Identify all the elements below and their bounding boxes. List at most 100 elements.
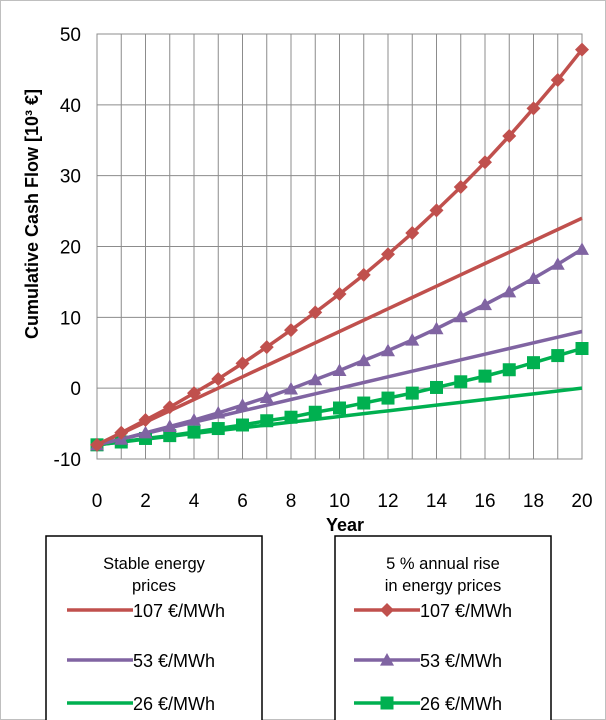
square-marker [381,391,395,405]
triangle-marker [405,333,420,346]
y-axis-title: Cumulative Cash Flow [10³ €] [22,89,42,339]
triangle-marker [284,381,298,395]
triangle-marker [453,309,468,323]
square-marker [211,422,225,436]
diamond-marker [429,203,444,218]
y-tick-label: 40 [60,96,81,117]
legend-group-title: in energy prices [385,577,501,595]
diamond-marker [453,180,468,194]
triangle-marker [187,413,201,426]
legend-frame [334,535,552,720]
diamond-marker [162,400,177,415]
square-marker [527,356,540,370]
legend-box-rising: 5 % annual rise in energy prices 107 €/MWh… [334,535,552,720]
square-marker [187,425,201,439]
square-marker [284,410,298,424]
legend-item-26-mwh: 26 €/MWh [354,694,502,714]
legend-item-label: 26 €/MWh [133,694,215,714]
diamond-marker [308,305,323,320]
square-marker [163,429,177,443]
series-layer [90,42,589,452]
y-tick-label: -10 [54,450,81,471]
legend-group-title: 5 % annual rise [386,555,500,573]
legend-item-53-mwh: 53 €/MWh [354,651,502,671]
x-tick-label: 16 [474,491,495,512]
triangle-marker [162,419,177,433]
diamond-marker [575,42,589,57]
legend-item-label: 107 €/MWh [133,601,225,621]
square-marker [551,349,565,363]
diamond-marker [478,155,492,170]
diamond-marker [211,371,226,386]
x-tick-label: 20 [571,491,592,512]
legend-group-title: prices [132,577,176,595]
diamond-marker [405,226,420,241]
triangle-marker [381,343,395,357]
diamond-marker [380,603,394,617]
diamond-marker [284,323,298,338]
series-rising-107-mwh [90,42,589,452]
x-tick-label: 2 [140,491,151,512]
x-tick-label: 6 [237,491,248,512]
diamond-marker [138,413,153,428]
legend-item-26-mwh: 26 €/MWh [67,694,215,714]
triangle-marker [356,353,371,367]
legend-item-107-mwh: 107 €/MWh [67,601,225,621]
y-tick-label: 20 [60,238,81,259]
triangle-marker [526,271,541,284]
triangle-marker [550,257,565,270]
legend-item-label: 53 €/MWh [133,651,215,671]
square-marker [405,386,419,400]
x-tick-label: 18 [523,491,544,512]
legend-item-label: 26 €/MWh [420,694,502,714]
square-marker [575,342,589,355]
square-marker [260,414,274,428]
triangle-marker [235,398,250,411]
triangle-marker [259,390,274,403]
triangle-marker [332,363,347,377]
triangle-marker [478,297,492,311]
diamond-marker [235,356,250,371]
triangle-marker [502,284,517,298]
legend: Stable energy prices 107 €/MWh 53 €/MWh 26 €… [45,535,552,720]
series-stable-107-mwh [96,216,583,447]
diamond-marker [381,247,395,262]
diamond-marker [332,286,347,301]
y-tick-label: 0 [70,379,81,400]
x-axis-title: Year [326,515,364,535]
legend-box-stable: Stable energy prices 107 €/MWh 53 €/MWh 26 €… [45,535,263,720]
legend-item-107-mwh: 107 €/MWh [354,601,512,621]
x-tick-label: 12 [377,491,398,512]
square-marker [333,401,346,415]
x-tick-label: 4 [189,491,200,512]
x-tick-label: 0 [92,491,103,512]
series-line [96,216,583,447]
square-marker [236,418,249,432]
legend-item-53-mwh: 53 €/MWh [67,651,215,671]
legend-group-title: Stable energy [103,555,206,573]
diamond-marker [356,267,371,282]
triangle-marker [308,372,323,386]
x-tick-label: 14 [426,491,448,512]
diamond-marker [187,386,201,401]
triangle-marker [211,405,226,419]
square-marker [454,375,468,389]
triangle-marker [380,653,394,666]
x-tick-label: 8 [286,491,297,512]
tick-labels: -10 0 10 20 30 40 50 0 2 4 6 8 10 12 14 16 18 20 [54,25,593,512]
legend-item-label: 107 €/MWh [420,601,512,621]
diamond-marker [259,340,274,355]
y-tick-label: 10 [60,308,81,329]
diamond-marker [114,425,129,440]
legend-frame [45,535,263,720]
grid [96,33,583,460]
triangle-marker [429,321,444,335]
square-marker [357,396,371,410]
diamond-marker [550,73,565,88]
legend-item-label: 53 €/MWh [420,651,502,671]
diamond-marker [502,129,517,143]
square-marker [380,696,394,710]
square-marker [502,363,516,377]
